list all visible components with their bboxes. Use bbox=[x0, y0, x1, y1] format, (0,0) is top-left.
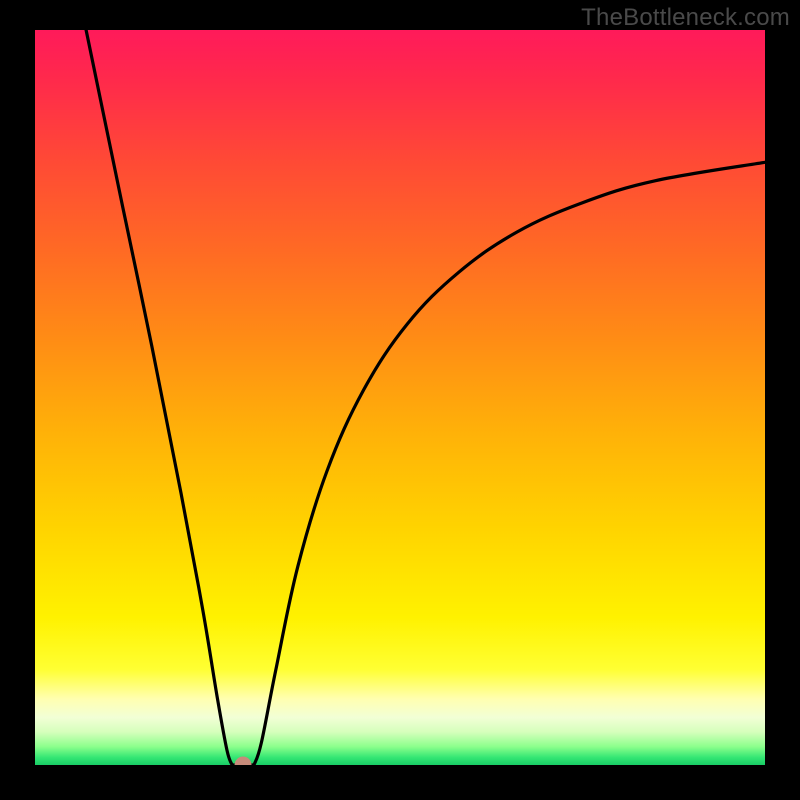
chart-frame: TheBottleneck.com bbox=[0, 0, 800, 800]
bottleneck-chart bbox=[35, 30, 765, 765]
watermark-text: TheBottleneck.com bbox=[581, 4, 790, 32]
